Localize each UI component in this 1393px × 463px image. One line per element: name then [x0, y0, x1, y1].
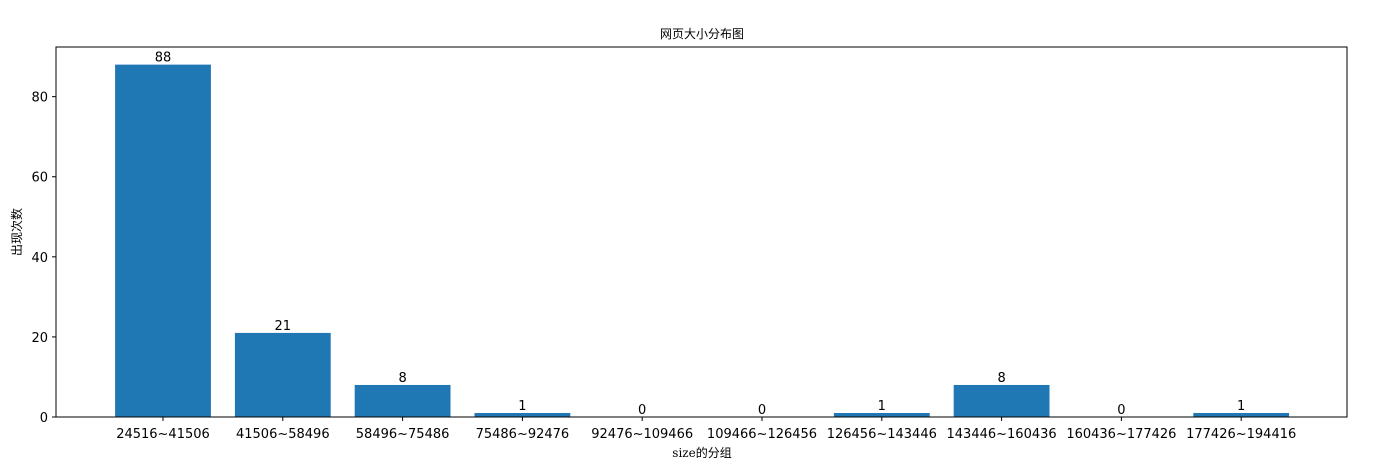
- bar: [354, 384, 451, 417]
- x-tick-label: 177426~194416: [1186, 427, 1296, 442]
- x-tick-label: 92476~109466: [591, 427, 693, 442]
- bar: [1193, 412, 1290, 417]
- y-tick-label: 20: [31, 331, 48, 346]
- bars-group: [115, 64, 1290, 417]
- x-axis-label: size的分组: [672, 445, 731, 460]
- bar: [953, 384, 1050, 417]
- bar: [474, 412, 571, 417]
- bar: [833, 412, 930, 417]
- x-tick-label: 41506~58496: [236, 427, 330, 442]
- data-labels-group: 88 21 8 1 0 0 1 8 0 1: [155, 51, 1246, 418]
- bar-value-label: 1: [878, 399, 886, 414]
- bar-value-label: 8: [997, 371, 1005, 386]
- bar-value-label: 88: [155, 51, 172, 66]
- bar-value-label: 21: [275, 319, 292, 334]
- y-axis: 0 20 40 60 80: [31, 91, 56, 426]
- x-tick-label: 126456~143446: [827, 427, 937, 442]
- bar: [234, 332, 331, 417]
- y-tick-label: 40: [31, 251, 48, 266]
- x-tick-label: 160436~177426: [1066, 427, 1176, 442]
- y-tick-label: 80: [31, 91, 48, 106]
- bar-value-label: 8: [398, 371, 406, 386]
- y-axis-label: 出现次数: [9, 208, 24, 256]
- bar-value-label: 0: [1117, 403, 1125, 418]
- x-tick-label: 143446~160436: [947, 427, 1057, 442]
- bar-value-label: 0: [758, 403, 766, 418]
- x-tick-label: 58496~75486: [356, 427, 450, 442]
- bar-value-label: 1: [1237, 399, 1245, 414]
- bar-value-label: 0: [638, 403, 646, 418]
- chart-title: 网页大小分布图: [660, 27, 744, 41]
- x-axis: 24516~41506 41506~58496 58496~75486 75486~9…: [116, 417, 1296, 442]
- plot-frame: [55, 46, 1348, 418]
- y-tick-label: 60: [31, 171, 48, 186]
- bar-value-label: 1: [518, 399, 526, 414]
- x-tick-label: 75486~92476: [476, 427, 570, 442]
- y-tick-label: 0: [40, 411, 48, 426]
- bar: [115, 64, 211, 417]
- x-tick-label: 24516~41506: [116, 427, 210, 442]
- x-tick-label: 109466~126456: [707, 427, 817, 442]
